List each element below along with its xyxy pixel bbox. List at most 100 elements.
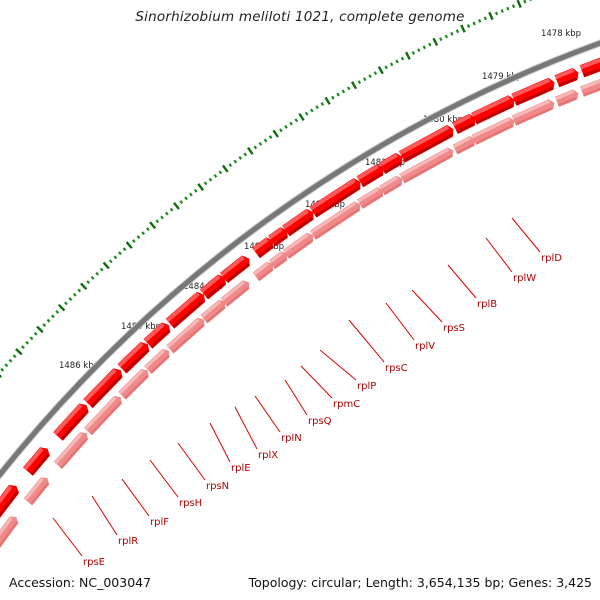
ruler-tick-minor [336, 92, 340, 97]
leader-rplP [319, 349, 357, 381]
gene-arrow-13-shade [314, 186, 361, 218]
leader-rplV [385, 302, 415, 341]
gene-arrow-7-shade [172, 299, 205, 329]
gene-shadow-13 [309, 201, 361, 240]
gene-shadow-8 [200, 299, 226, 324]
gene-label-rpsH: rpsH [179, 498, 202, 509]
gene-arrow-1 [0, 484, 20, 519]
gene-arrow-14-highlight [356, 164, 379, 180]
ruler-tick-minor [422, 45, 426, 50]
ruler-tick-minor [25, 340, 30, 345]
gene-shadow-11 [268, 251, 288, 270]
gene-arrow-15-body [378, 152, 403, 175]
ruler-tick-minor [238, 156, 243, 160]
ruler-tick-minor [193, 188, 198, 193]
gene-shadow-4-shade [90, 401, 122, 435]
gene-shadow-8-body [200, 299, 226, 324]
ruler-tick-minor [400, 56, 405, 61]
gene-shadow-18-body [471, 117, 515, 145]
gene-label-rpsE: rpsE [83, 557, 105, 568]
gene-arrow-10-shade [257, 245, 274, 258]
ruler-tick-major [272, 129, 279, 138]
gene-label-rplR: rplR [118, 536, 138, 547]
gene-arrow-4-highlight [83, 368, 117, 403]
leader-rplD [511, 217, 541, 253]
gene-shadow-10-body [252, 261, 274, 282]
gene-shadow-2-body [23, 477, 50, 506]
gene-shadow-14-shade [361, 194, 383, 209]
gene-shadow-9-highlight [220, 280, 245, 302]
gene-label-rplN: rplN [281, 433, 302, 444]
ruler-tick-minor [77, 288, 82, 293]
ruler-tick-minor [304, 111, 309, 116]
ruler-tick-minor [511, 4, 516, 9]
gene-arrow-16 [398, 125, 454, 163]
ruler-tick-major [57, 303, 66, 312]
ruler-tick-minor [331, 95, 335, 100]
gene-arrow-2-body [22, 447, 50, 476]
ruler-tick-minor [346, 86, 351, 91]
ruler-tick-minor [320, 102, 325, 106]
ruler-tick-major [102, 261, 110, 270]
gene-arrow-3-shade [60, 410, 89, 441]
gene-arrow-20-shade [558, 77, 578, 87]
ruler-tick-minor [160, 215, 164, 220]
ruler-tick-minor [155, 219, 160, 224]
gene-shadow-9-body [220, 280, 250, 307]
gene-shadow-19-shade [515, 106, 553, 126]
gene-shadow-2 [23, 477, 50, 506]
leader-rplE [209, 422, 231, 463]
gene-arrow-8-body [199, 274, 227, 300]
ruler-tick-minor [253, 145, 258, 150]
gene-arrow-16-shade [403, 133, 453, 163]
ruler-label-3: 1480 kbp [423, 115, 463, 125]
gene-shadow-10-highlight [252, 262, 269, 276]
gene-arrow-5-body [117, 341, 150, 374]
ruler-tick-minor [500, 9, 504, 13]
ruler-tick-minor [42, 323, 47, 327]
gene-shadow-10 [252, 261, 274, 282]
gene-arrow-13 [309, 178, 361, 218]
ruler-tick-minor [169, 207, 174, 212]
gene-arrow-19 [511, 77, 555, 106]
ruler-tick-major [15, 348, 23, 356]
ruler-tick-major [324, 96, 331, 105]
ruler-tick-minor [136, 235, 141, 240]
gene-shadow-4-highlight [84, 396, 117, 431]
ruler-tick-minor [523, 0, 527, 4]
gene-shadow-21-highlight [580, 79, 600, 90]
ruler-tick-major [350, 81, 358, 90]
ruler-tick-minor [233, 159, 238, 164]
gene-arrow-11-shade [273, 235, 288, 246]
gene-label-rplE: rplE [231, 463, 251, 474]
ruler-tick-major [149, 221, 157, 230]
gene-shadow-18 [471, 117, 515, 145]
ruler-tick-major [488, 11, 494, 21]
gene-shadow-17-highlight [452, 136, 472, 148]
gene-arrow-20-highlight [554, 68, 575, 80]
ruler-tick-minor [368, 74, 372, 79]
ruler-tick-minor [494, 11, 499, 16]
gene-shadow-16-shade [403, 154, 453, 184]
gene-shadow-20-shade [558, 97, 577, 107]
ruler-tick-major [36, 325, 44, 334]
leader-rplX [234, 406, 258, 450]
gene-arrow-1-shade [0, 490, 19, 518]
gene-arrow-18 [471, 95, 515, 125]
gene-arrow-1-highlight [0, 485, 13, 504]
gene-label-rplF: rplF [150, 517, 169, 528]
ruler-tick-major [173, 202, 180, 210]
ruler-tick-minor [411, 51, 416, 55]
gene-shadow-20 [554, 89, 579, 107]
gene-arrow-14-shade [361, 172, 384, 187]
leader-rpmC [300, 365, 333, 399]
gene-arrow-19-highlight [511, 78, 551, 98]
gene-arrow-3-highlight [53, 403, 83, 436]
gene-shadow-16 [399, 147, 454, 184]
gene-arrow-6-highlight [143, 322, 165, 343]
gene-arrow-21-highlight [579, 58, 600, 70]
gene-arrow-2-shade [30, 453, 50, 476]
gene-shadow-5 [118, 368, 149, 400]
ruler-tick-minor [284, 124, 288, 129]
